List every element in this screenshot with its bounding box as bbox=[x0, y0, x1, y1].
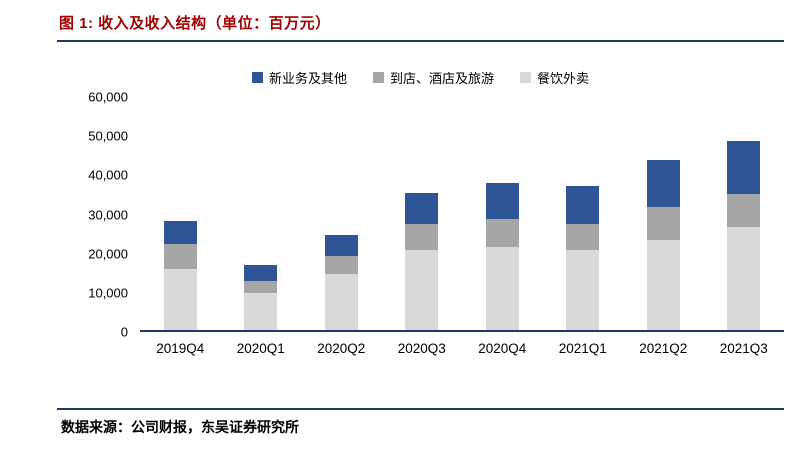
plot-row: 0 10,000 20,000 30,000 40,000 50,000 60,000 bbox=[57, 90, 784, 340]
bar-slot bbox=[543, 97, 624, 330]
stacked-bar-2021Q3 bbox=[727, 97, 761, 330]
bar-segment bbox=[566, 250, 600, 330]
y-tick-label: 50,000 bbox=[88, 128, 128, 144]
bar-segment bbox=[244, 281, 278, 294]
bar-slot bbox=[301, 97, 382, 330]
title-divider bbox=[57, 40, 784, 42]
chart-legend: 新业务及其他 到店、酒店及旅游 餐饮外卖 bbox=[57, 68, 784, 87]
legend-swatch-icon bbox=[520, 72, 531, 83]
revenue-structure-chart: 新业务及其他 到店、酒店及旅游 餐饮外卖 0 10,000 20,000 30,000 40… bbox=[57, 68, 784, 356]
footer-divider bbox=[57, 408, 784, 410]
y-tick-label: 30,000 bbox=[88, 207, 128, 222]
legend-item: 餐饮外卖 bbox=[520, 68, 589, 87]
bar-slot bbox=[382, 97, 463, 330]
bar-slot bbox=[704, 97, 785, 330]
bar-segment bbox=[244, 264, 278, 282]
bar-segment bbox=[727, 227, 761, 330]
y-tick-label: 20,000 bbox=[88, 246, 128, 262]
bar-slot bbox=[140, 97, 221, 330]
bar-segment bbox=[566, 224, 600, 251]
x-tick-label: 2020Q2 bbox=[317, 341, 366, 356]
bar-slot bbox=[623, 97, 704, 330]
y-tick-label: 40,000 bbox=[88, 167, 128, 183]
legend-label: 到店、酒店及旅游 bbox=[389, 71, 494, 86]
bar-segment bbox=[244, 293, 278, 330]
legend-label: 餐饮外卖 bbox=[537, 71, 590, 86]
bar-segment bbox=[485, 246, 519, 330]
bar-segment bbox=[727, 140, 761, 194]
stacked-bar-2020Q2 bbox=[324, 97, 358, 330]
bar-segment bbox=[324, 234, 358, 257]
bar-segment bbox=[324, 273, 358, 330]
bar-segment bbox=[405, 192, 439, 225]
legend-item: 新业务及其他 bbox=[251, 68, 347, 87]
bar-segment bbox=[163, 220, 197, 245]
y-tick-label: 10,000 bbox=[88, 285, 128, 301]
x-tick-label: 2020Q1 bbox=[236, 341, 285, 356]
bar-segment bbox=[405, 224, 439, 250]
bar-slot bbox=[221, 97, 302, 330]
stacked-bar-2020Q3 bbox=[405, 97, 439, 330]
y-axis: 0 10,000 20,000 30,000 40,000 50,000 60,000 bbox=[57, 90, 140, 340]
plot-area bbox=[140, 97, 784, 332]
bar-segment bbox=[646, 206, 680, 241]
bar-segment bbox=[485, 218, 519, 247]
bar-segment bbox=[646, 160, 680, 207]
stacked-bar-2021Q2 bbox=[646, 97, 680, 330]
stacked-bar-2021Q1 bbox=[566, 97, 600, 330]
figure-title: 图 1: 收入及收入结构（单位：百万元） bbox=[59, 15, 331, 32]
data-source: 数据来源：公司财报，东吴证券研究所 bbox=[61, 418, 299, 435]
stacked-bar-2020Q4 bbox=[485, 97, 519, 330]
x-axis: 2019Q4 2020Q1 2020Q2 2020Q3 2020Q4 2021Q1 2021… bbox=[140, 341, 784, 356]
bar-segment bbox=[646, 240, 680, 330]
x-tick-label: 2019Q4 bbox=[156, 341, 205, 356]
x-tick-label: 2020Q4 bbox=[478, 341, 527, 356]
x-tick-label: 2020Q3 bbox=[397, 341, 446, 356]
bar-slot bbox=[462, 97, 543, 330]
bar-segment bbox=[727, 193, 761, 228]
stacked-bar-2020Q1 bbox=[244, 97, 278, 330]
figure-footer: 数据来源：公司财报，东吴证券研究所 bbox=[57, 408, 784, 437]
legend-item: 到店、酒店及旅游 bbox=[372, 68, 494, 87]
bar-segment bbox=[324, 256, 358, 274]
bar-segment bbox=[405, 249, 439, 330]
x-tick-label: 2021Q1 bbox=[558, 341, 607, 356]
bar-segment bbox=[485, 183, 519, 219]
bar-segment bbox=[566, 185, 600, 225]
bar-segment bbox=[163, 244, 197, 270]
legend-swatch-icon bbox=[251, 72, 263, 83]
x-tick-label: 2021Q3 bbox=[719, 341, 768, 356]
legend-label: 新业务及其他 bbox=[268, 71, 347, 86]
y-tick-label: 0 bbox=[120, 324, 128, 340]
x-tick-label: 2021Q2 bbox=[639, 341, 688, 356]
y-tick-label: 60,000 bbox=[88, 89, 128, 105]
bar-segment bbox=[163, 269, 197, 330]
legend-swatch-icon bbox=[372, 72, 384, 83]
stacked-bar-2019Q4 bbox=[163, 97, 197, 330]
